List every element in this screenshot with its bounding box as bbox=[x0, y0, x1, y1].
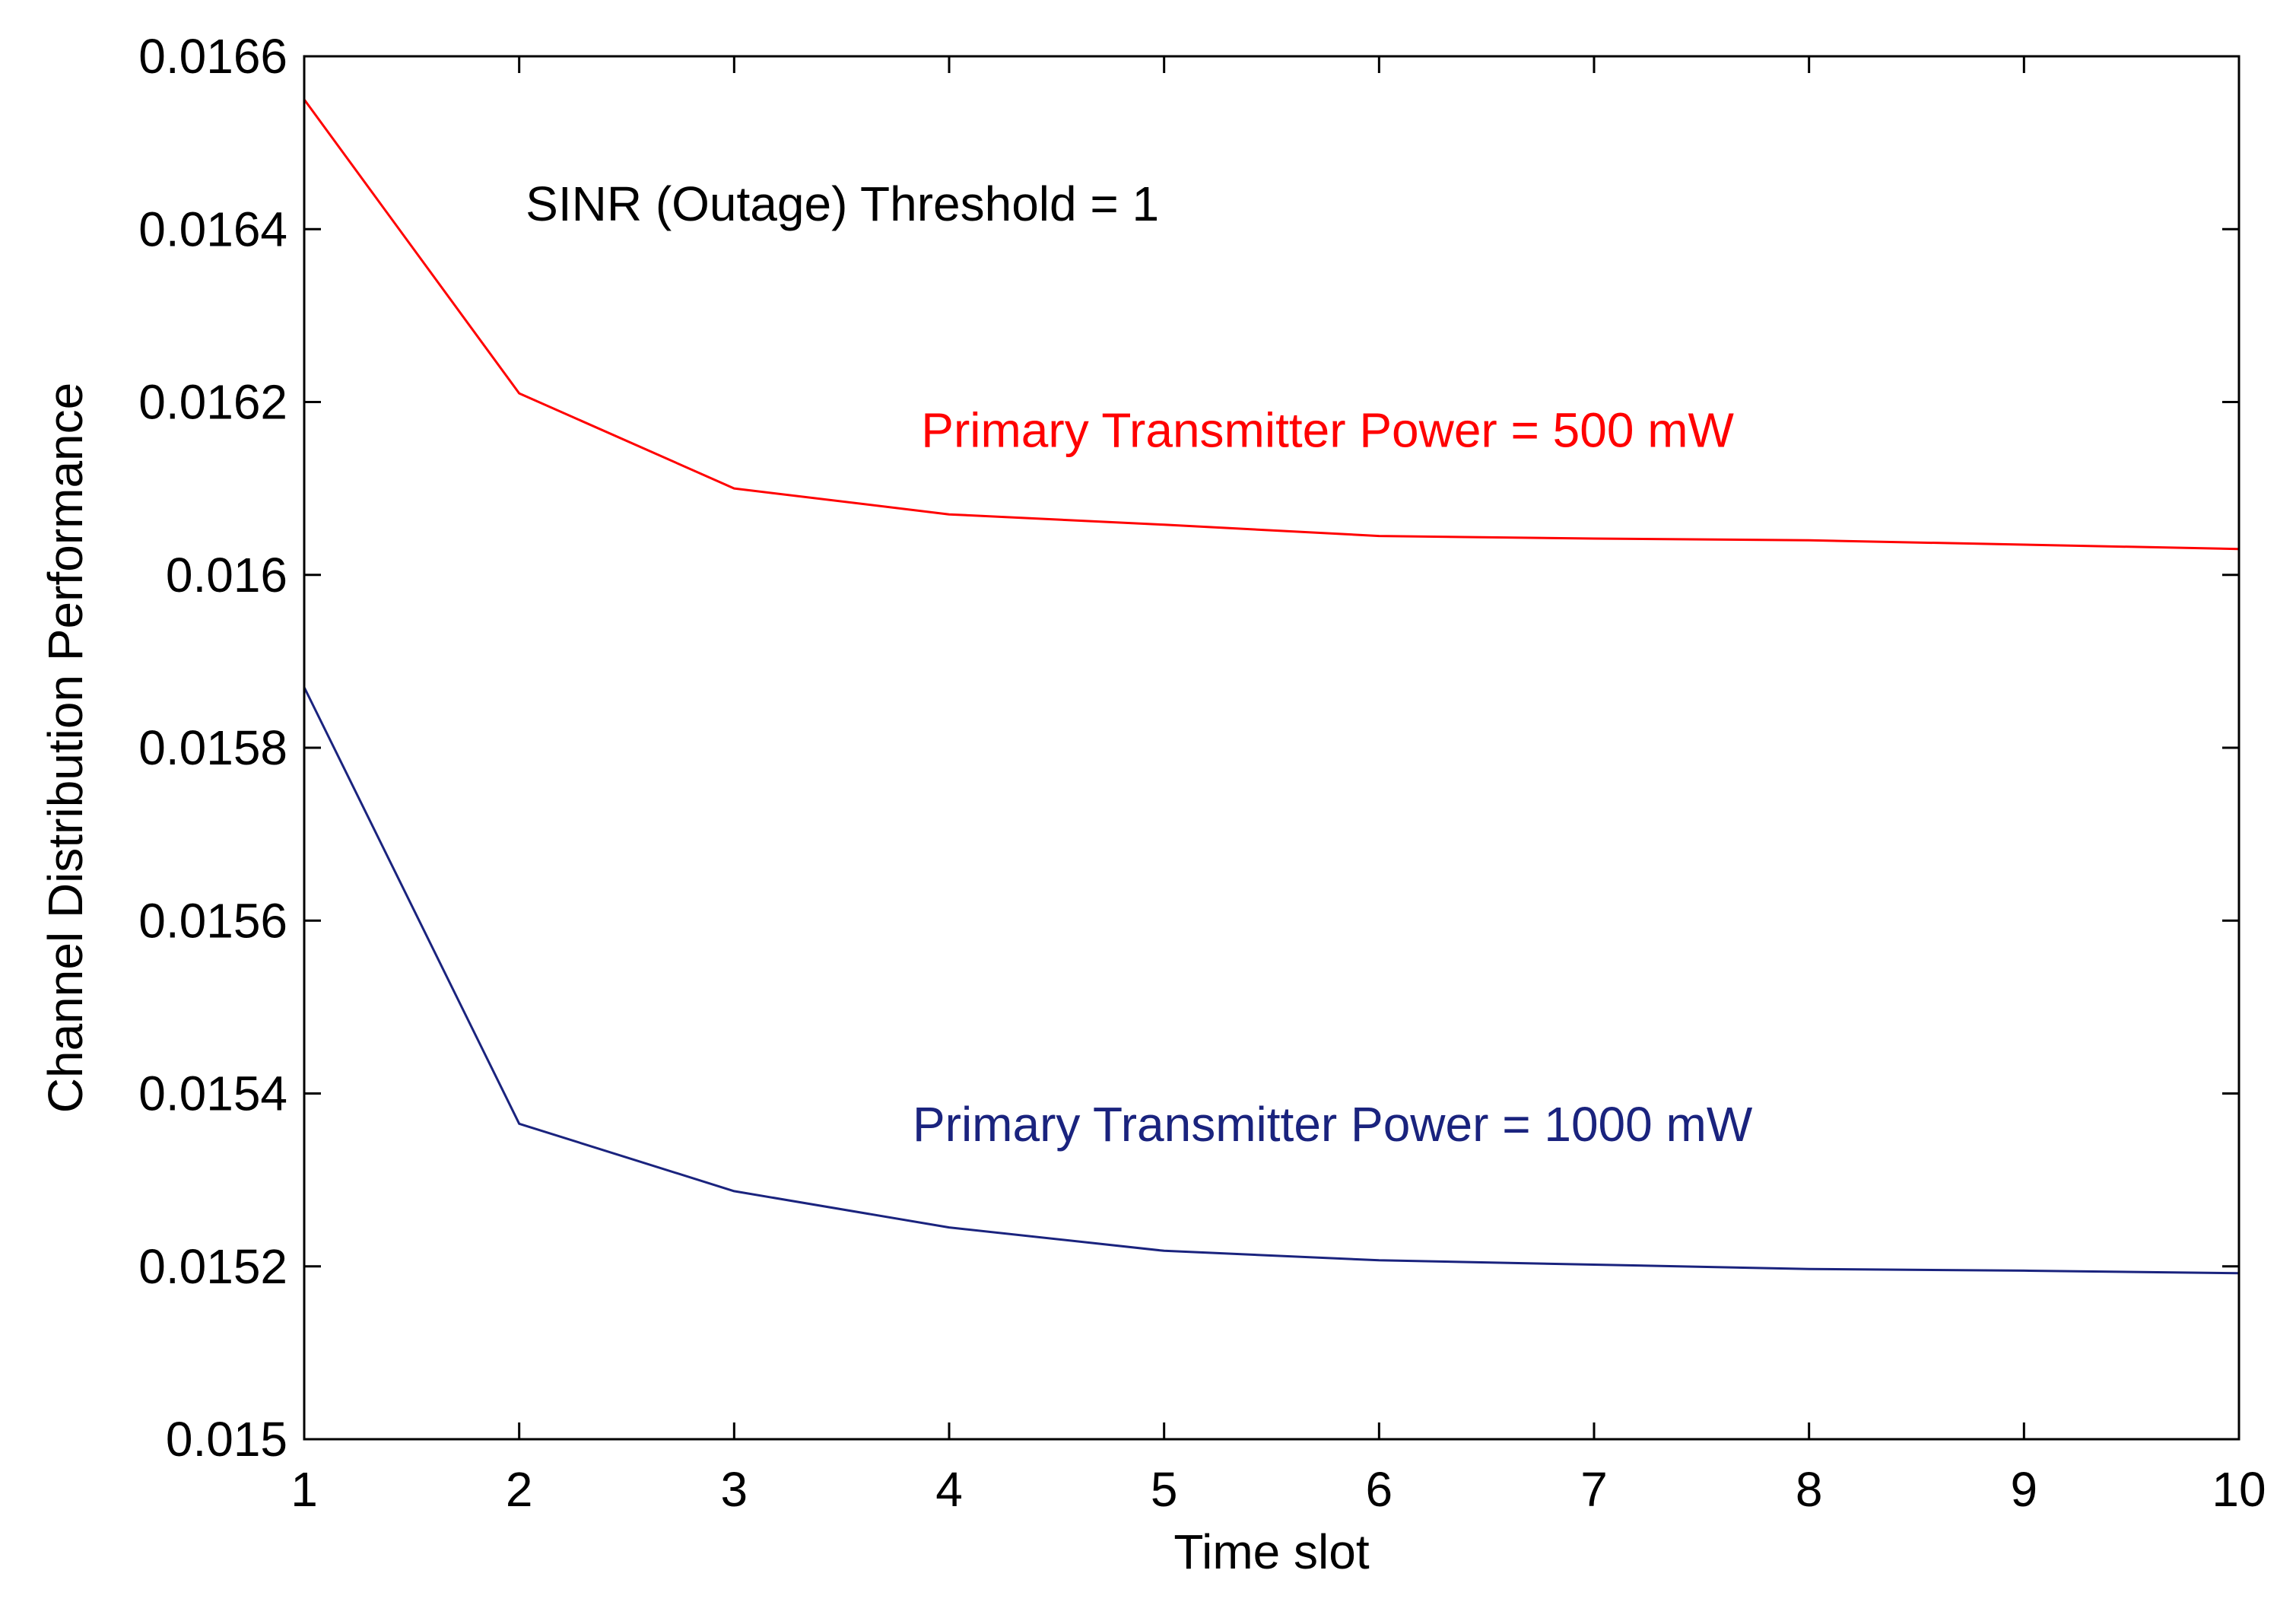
x-tick-label: 10 bbox=[2212, 1462, 2266, 1517]
x-axis-title: Time slot bbox=[1173, 1524, 1369, 1579]
plot-background bbox=[304, 56, 2239, 1439]
series-line-1 bbox=[303, 98, 2240, 551]
x-tick-label: 1 bbox=[291, 1462, 318, 1517]
annotation-3: Primary Transmitter Power = 1000 mW bbox=[913, 1097, 1753, 1152]
y-tick-label: 0.0162 bbox=[138, 375, 287, 430]
y-axis-title: Channel Distribution Performance bbox=[38, 383, 93, 1113]
plot-frame bbox=[303, 55, 2240, 1441]
y-tick-label: 0.0154 bbox=[138, 1066, 287, 1121]
annotation-1: SINR (Outage) Threshold = 1 bbox=[526, 176, 1159, 231]
y-tick-label: 0.0158 bbox=[138, 720, 287, 775]
y-tick-label: 0.0164 bbox=[138, 202, 287, 256]
x-tick-label: 9 bbox=[2011, 1462, 2038, 1517]
x-tick-label: 6 bbox=[1366, 1462, 1393, 1517]
x-tick-label: 4 bbox=[935, 1462, 963, 1517]
y-tick-label: 0.016 bbox=[166, 548, 287, 602]
x-tick-label: 3 bbox=[721, 1462, 748, 1517]
annotation-layer: SINR (Outage) Threshold = 1 Primary Trans… bbox=[526, 176, 1753, 1152]
x-tick-label: 5 bbox=[1151, 1462, 1178, 1517]
y-tick-label: 0.0152 bbox=[138, 1239, 287, 1294]
y-tick-label: 0.0166 bbox=[138, 29, 287, 84]
tick-layer: 1 2 3 4 5 6 7 8 9 10 0.015 0.0152 0.0154 0.0156 0.0158… bbox=[138, 29, 2266, 1517]
annotation-2: Primary Transmitter Power = 500 mW bbox=[921, 403, 1734, 458]
y-tick-label: 0.0156 bbox=[138, 893, 287, 948]
x-tick-label: 7 bbox=[1580, 1462, 1608, 1517]
y-tick-label: 0.015 bbox=[166, 1412, 287, 1467]
x-tick-label: 8 bbox=[1796, 1462, 1823, 1517]
x-tick-label: 2 bbox=[506, 1462, 533, 1517]
series-line-2 bbox=[303, 686, 2240, 1275]
series-layer bbox=[303, 98, 2240, 1275]
